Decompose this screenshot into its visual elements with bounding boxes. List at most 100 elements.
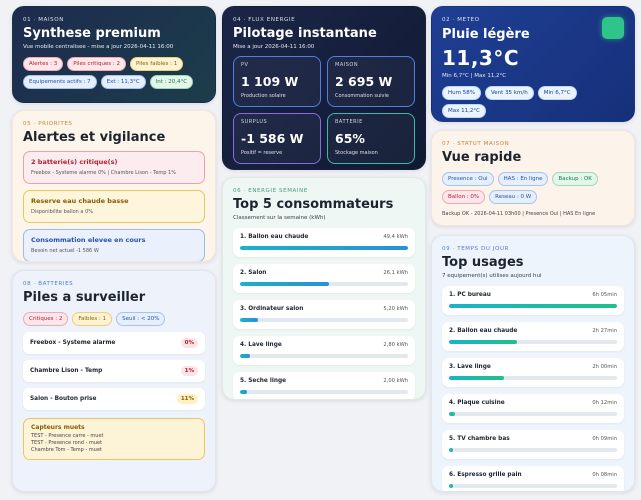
card-tag: 07 · STATUT MAISON xyxy=(442,141,510,147)
card-title: Piles a surveiller xyxy=(23,290,146,305)
muted-line: TEST - Presence carre - muet xyxy=(31,433,104,439)
ranking-item: 6. Espresso grille pain 0h 08min xyxy=(442,466,624,491)
card-title: Top 5 consommateurs xyxy=(233,197,394,212)
chip-list: Critiques : 2 Faibles : 1 Seuil : < 20% xyxy=(23,312,205,326)
alert-detail: Freebox - Systeme alarme 0% | Chambre Li… xyxy=(31,170,176,176)
tile-caption: Positif = reserve xyxy=(241,150,283,156)
item-value: 5,20 kWh xyxy=(383,306,408,312)
battery-name: Freebox - Systeme alarme xyxy=(30,340,116,346)
ranking-item: 1. PC bureau 6h 05min xyxy=(442,286,624,315)
tile-caption: Production solaire xyxy=(241,93,286,99)
item-head: 2. Ballon eau chaude 2h 27min xyxy=(449,328,617,334)
item-head: 5. TV chambre bas 0h 09min xyxy=(449,436,617,442)
item-value: 6h 05min xyxy=(592,292,617,298)
chip: Piles faibles : 1 xyxy=(130,57,184,71)
subtitle: Vue mobile centralisee - mise a jour 202… xyxy=(23,44,174,50)
item-name: 1. Ballon eau chaude xyxy=(240,234,309,240)
muted-title: Capteurs muets xyxy=(31,424,85,431)
chip: Critiques : 2 xyxy=(23,312,69,326)
battery-row: Chambre Lison - Temp 1% xyxy=(23,360,205,382)
card-title: Synthese premium xyxy=(23,26,161,41)
bar-fill xyxy=(449,412,455,416)
item-value: 49,4 kWh xyxy=(383,234,408,240)
bar-fill xyxy=(449,376,505,380)
battery-level: 1% xyxy=(180,366,198,376)
chip: Piles critiques : 2 xyxy=(67,57,127,71)
bar-track xyxy=(449,304,617,308)
card-tag: 02 · METEO xyxy=(442,17,480,23)
status-footer: Backup OK - 2026-04-11 03h00 | Presence … xyxy=(442,211,596,217)
tile-value: -1 586 W xyxy=(241,131,304,146)
bar-track xyxy=(240,246,408,250)
tile-value: 65% xyxy=(335,131,365,146)
chip-list: Presence : Oui HAS : En ligne Backup : OK B… xyxy=(442,172,624,204)
item-value: 2h 27min xyxy=(592,328,617,334)
battery-name: Salon - Bouton prise xyxy=(30,396,97,402)
item-name: 2. Salon xyxy=(240,270,267,276)
chip: Equipements actifs : 7 xyxy=(23,75,97,89)
bar-fill xyxy=(240,390,247,394)
card-tag: 01 · MAISON xyxy=(23,17,64,23)
bar-track xyxy=(449,448,617,452)
card-meteo: 02 · METEO Pluie légère 11,3°C Min 6,7°C | … xyxy=(431,6,635,122)
metric-tile: MAISON 2 695 W Consommation suivie xyxy=(327,56,415,107)
card-title: Alertes et vigilance xyxy=(23,130,166,145)
item-name: 3. Ordinateur salon xyxy=(240,306,304,312)
tile-value: 1 109 W xyxy=(241,74,299,89)
bar-fill xyxy=(240,354,250,358)
chip-list: Alertes : 3 Piles critiques : 2 Piles faib… xyxy=(23,57,205,89)
battery-level: 0% xyxy=(180,338,198,348)
item-value: 2,00 kWh xyxy=(383,378,408,384)
card-tag: 06 · ENERGIE SEMAINE xyxy=(233,188,308,194)
muted-line: Chambre Tom - Temp - muet xyxy=(31,447,102,453)
tile-label: SURPLUS xyxy=(241,119,268,125)
item-value: 0h 12min xyxy=(592,400,617,406)
chip-list: Hum 58% Vent 35 km/h Min 6,7°C Max 11,2°C xyxy=(442,86,624,118)
bar-track xyxy=(240,282,408,286)
temp-range: Min 6,7°C | Max 11,2°C xyxy=(442,73,507,79)
card-title: Pilotage instantane xyxy=(233,26,377,41)
item-head: 3. Lave linge 2h 00min xyxy=(449,364,617,370)
bar-fill xyxy=(449,448,454,452)
item-value: 26,1 kWh xyxy=(383,270,408,276)
item-head: 3. Ordinateur salon 5,20 kWh xyxy=(240,306,408,312)
bar-track xyxy=(449,340,617,344)
muted-sensors: Capteurs muets TEST - Presence carre - mu… xyxy=(23,418,205,460)
battery-level: 11% xyxy=(176,394,198,404)
ranking-item: 1. Ballon eau chaude 49,4 kWh xyxy=(233,228,415,257)
ranking-item: 5. Seche linge 2,00 kWh xyxy=(233,372,415,399)
item-name: 4. Plaque cuisine xyxy=(449,400,505,406)
ranking-item: 3. Ordinateur salon 5,20 kWh xyxy=(233,300,415,329)
ranking-item: 2. Salon 26,1 kWh xyxy=(233,264,415,293)
chip: Hum 58% xyxy=(442,86,481,100)
bar-fill xyxy=(240,246,408,250)
chip: HAS : En ligne xyxy=(497,172,549,186)
card-priorites: 05 · PRIORITES Alertes et vigilance 2 batt… xyxy=(12,110,216,262)
metric-tile: BATTERIE 65% Stockage maison xyxy=(327,113,415,164)
tile-label: PV xyxy=(241,62,249,68)
item-head: 4. Plaque cuisine 0h 12min xyxy=(449,400,617,406)
battery-row: Freebox - Systeme alarme 0% xyxy=(23,332,205,354)
alert-detail: Besoin net actuel -1 586 W xyxy=(31,248,99,254)
tile-label: MAISON xyxy=(335,62,359,68)
ranking-item: 4. Lave linge 2,80 kWh xyxy=(233,336,415,365)
tile-caption: Consommation suivie xyxy=(335,93,389,99)
bar-fill xyxy=(449,340,517,344)
card-title: Top usages xyxy=(442,255,524,270)
item-value: 2,80 kWh xyxy=(383,342,408,348)
weather-icon xyxy=(602,17,624,39)
chip: Ext : 11,3°C xyxy=(100,75,146,89)
ranking-item: 2. Ballon eau chaude 2h 27min xyxy=(442,322,624,351)
item-name: 5. TV chambre bas xyxy=(449,436,510,442)
item-value: 2h 00min xyxy=(592,364,617,370)
tile-caption: Stockage maison xyxy=(335,150,378,156)
chip: Min 6,7°C xyxy=(537,86,577,100)
card-batteries: 08 · BATTERIES Piles a surveiller Critique… xyxy=(12,270,216,492)
card-maison: 01 · MAISON Synthese premium Vue mobile ce… xyxy=(12,6,216,103)
chip: Presence : Oui xyxy=(442,172,494,186)
bar-track xyxy=(449,484,617,488)
item-name: 4. Lave linge xyxy=(240,342,282,348)
alert-detail: Disponibilite ballon a 0% xyxy=(31,209,94,215)
item-head: 5. Seche linge 2,00 kWh xyxy=(240,378,408,384)
chip: Int : 20,4°C xyxy=(149,75,194,89)
